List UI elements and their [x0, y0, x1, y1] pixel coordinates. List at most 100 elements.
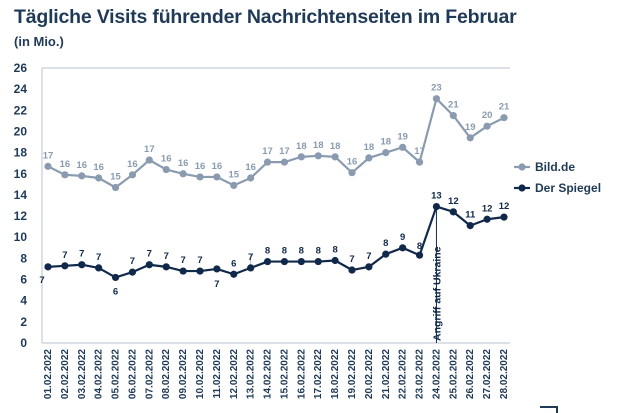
x-tick-label: 24.02.2022 — [431, 349, 442, 399]
data-label: 6 — [113, 286, 118, 297]
x-tick-label: 07.02.2022 — [144, 349, 155, 399]
data-label: 16 — [212, 161, 223, 172]
data-point — [382, 250, 390, 258]
data-label: 6 — [231, 258, 236, 269]
data-label: 7 — [164, 251, 169, 262]
data-point — [111, 183, 120, 192]
x-tick-label: 11.02.2022 — [212, 349, 223, 399]
data-point — [263, 158, 272, 166]
data-label: 7 — [197, 255, 202, 266]
data-label: 7 — [79, 249, 84, 260]
y-tick-label: 18 — [14, 146, 28, 160]
y-tick-label: 12 — [14, 209, 28, 223]
chart-title: Tägliche Visits führender Nachrichtensei… — [14, 6, 517, 28]
data-label: 19 — [397, 131, 408, 142]
data-point — [247, 174, 255, 182]
data-label: 15 — [228, 169, 239, 180]
data-point — [382, 149, 390, 157]
data-point — [230, 270, 238, 278]
data-label: 16 — [93, 162, 104, 173]
data-point — [483, 215, 491, 223]
data-point — [314, 257, 322, 266]
data-point — [297, 257, 305, 266]
data-label: 7 — [366, 251, 371, 262]
x-tick-label: 12.02.2022 — [229, 349, 240, 399]
x-tick-label: 05.02.2022 — [111, 349, 122, 399]
y-tick-label: 0 — [20, 336, 27, 350]
data-label: 18 — [364, 142, 375, 153]
data-label: 17 — [414, 146, 425, 157]
data-label: 16 — [245, 162, 256, 173]
x-tick-label: 17.02.2022 — [313, 349, 324, 399]
data-point — [78, 172, 86, 180]
x-tick-label: 06.02.2022 — [127, 349, 138, 399]
data-label: 17 — [43, 150, 54, 161]
data-label: 12 — [482, 203, 493, 214]
x-tick-label: 14.02.2022 — [263, 349, 274, 399]
x-tick-label: 23.02.2022 — [415, 349, 426, 399]
data-point — [128, 171, 137, 179]
corner-mark — [540, 406, 558, 413]
data-point — [348, 266, 356, 274]
data-point — [213, 265, 221, 273]
data-point — [263, 257, 272, 266]
annotation-label: Angriff auf Ukraine — [431, 246, 443, 341]
data-label: 16 — [178, 158, 189, 169]
data-label: 16 — [60, 159, 71, 170]
y-tick-label: 20 — [14, 124, 28, 138]
data-point — [449, 111, 457, 120]
data-point — [500, 213, 508, 221]
chart-subtitle: (in Mio.) — [14, 34, 64, 49]
data-label: 7 — [62, 250, 67, 261]
data-label: 23 — [431, 83, 442, 94]
data-label: 18 — [380, 137, 391, 148]
data-label: 7 — [130, 256, 135, 267]
data-label: 7 — [96, 252, 101, 263]
x-tick-label: 27.02.2022 — [482, 349, 493, 399]
y-tick-label: 4 — [20, 294, 27, 308]
legend-swatch-marker — [518, 184, 526, 192]
x-tick-label: 10.02.2022 — [195, 349, 206, 399]
y-tick-label: 26 — [14, 61, 28, 75]
data-label: 8 — [383, 238, 388, 249]
data-label: 7 — [147, 249, 152, 260]
data-point — [179, 170, 187, 178]
data-point — [432, 202, 441, 211]
data-label: 7 — [349, 254, 354, 265]
data-label: 21 — [499, 102, 510, 113]
data-point — [280, 257, 289, 266]
data-point — [314, 152, 322, 160]
x-tick-label: 04.02.2022 — [94, 349, 105, 399]
data-point — [196, 173, 204, 181]
data-label: 12 — [448, 196, 459, 207]
data-label: 16 — [347, 157, 358, 168]
x-tick-label: 15.02.2022 — [279, 349, 290, 399]
series-line — [47, 205, 505, 279]
legend-item: Bild.de — [514, 160, 575, 174]
data-label: 16 — [161, 154, 172, 165]
x-tick-label: 22.02.2022 — [398, 349, 409, 399]
data-point — [483, 122, 491, 130]
data-label: 11 — [465, 210, 476, 221]
data-label: 17 — [262, 146, 273, 157]
x-tick-label: 01.02.2022 — [43, 349, 54, 399]
data-label: 7 — [248, 252, 253, 263]
series-bild-de: 17 16 16 16 15 16 17 16 16 16 16 15 16 17 17 18 18 18 16 18… — [43, 83, 510, 192]
data-point — [415, 158, 424, 166]
data-point — [297, 153, 305, 161]
x-tick-label: 20.02.2022 — [364, 349, 375, 399]
data-label: 7 — [39, 275, 44, 286]
data-label: 21 — [448, 100, 459, 111]
y-tick-label: 24 — [14, 82, 28, 96]
data-point — [280, 158, 289, 166]
data-point — [179, 267, 187, 275]
data-label: 18 — [313, 140, 324, 151]
data-point — [44, 162, 52, 170]
legend-item: Der Spiegel — [514, 181, 601, 195]
data-point — [247, 264, 255, 272]
data-label: 12 — [499, 201, 510, 212]
x-tick-label: 09.02.2022 — [178, 349, 189, 399]
x-tick-label: 25.02.2022 — [448, 349, 459, 399]
